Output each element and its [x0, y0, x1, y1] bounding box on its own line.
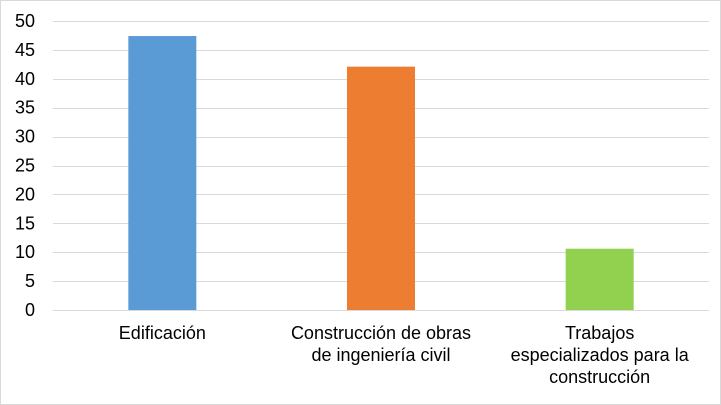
x-category-label-line: de ingeniería civil [311, 345, 450, 365]
bars [128, 36, 634, 310]
y-tick-label: 10 [15, 242, 35, 262]
y-tick-label: 40 [15, 69, 35, 89]
x-category-label: Construcción de obras de ingeniería civil [291, 323, 471, 365]
x-category-label-line: Trabajos [565, 323, 634, 343]
bar [128, 36, 197, 310]
y-tick-label: 5 [25, 271, 35, 291]
y-tick-label: 50 [15, 11, 35, 31]
x-category-label-line: construcción [549, 367, 650, 387]
bar [347, 66, 415, 310]
y-tick-label: 20 [15, 184, 35, 204]
y-tick-label: 45 [15, 40, 35, 60]
category-labels: Edificación Construcción de obras de ingen… [119, 323, 690, 387]
x-category-label: Trabajos especializados para la construcci… [511, 323, 690, 387]
bar [565, 248, 634, 310]
y-tick-label: 35 [15, 98, 35, 118]
x-category-label-line: Edificación [119, 323, 206, 343]
y-tick-labels: 0 5 10 15 20 25 30 35 40 45 50 [15, 11, 35, 320]
y-tick-label: 15 [15, 213, 35, 233]
y-tick-label: 25 [15, 156, 35, 176]
x-category-label: Edificación [119, 323, 206, 343]
y-tick-label: 30 [15, 127, 35, 147]
x-category-label-line: Construcción de obras [291, 323, 471, 343]
y-tick-label: 0 [25, 300, 35, 320]
x-category-label-line: especializados para la [511, 345, 690, 365]
